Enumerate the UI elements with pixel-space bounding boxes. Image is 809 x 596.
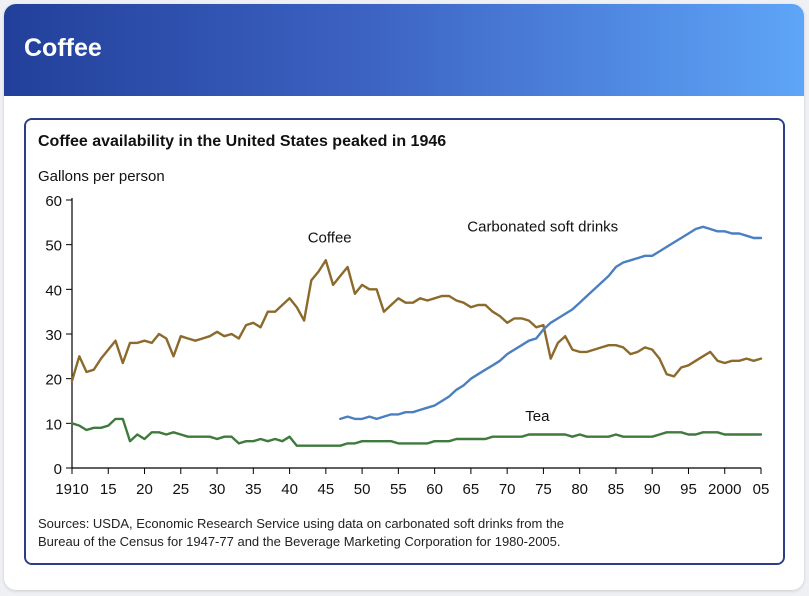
y-tick-label: 10	[45, 416, 62, 433]
chart-card: Coffee Coffee availability in the United…	[4, 4, 804, 590]
y-tick-label: 50	[45, 238, 62, 255]
x-tick-label: 40	[281, 481, 298, 498]
x-tick-label: 85	[608, 481, 625, 498]
y-tick-label: 30	[45, 327, 62, 344]
annotation-coffee: Coffee	[308, 229, 352, 246]
x-tick-label: 2000	[708, 481, 741, 498]
x-tick-label: 25	[172, 481, 189, 498]
x-tick-label: 55	[390, 481, 407, 498]
series-line-coffee	[70, 259, 763, 383]
y-axis-label: Gallons per person	[38, 168, 165, 185]
x-tick-label: 80	[571, 481, 588, 498]
series-line-carbonated-soft-drinks	[339, 225, 763, 421]
series-group	[70, 225, 763, 447]
y-tick-label: 40	[45, 282, 62, 299]
x-tick-label: 20	[136, 481, 153, 498]
x-tick-label: 95	[680, 481, 697, 498]
y-tick-label: 20	[45, 372, 62, 389]
x-tick-label: 65	[463, 481, 480, 498]
chart-title: Coffee availability in the United States…	[38, 133, 446, 150]
annotations: Coffee Carbonated soft drinks Tea	[308, 218, 618, 425]
card-title: Coffee	[24, 34, 102, 62]
annotation-tea: Tea	[525, 408, 550, 425]
annotation-carbonated-soft-drinks: Carbonated soft drinks	[467, 218, 618, 235]
source-line-1: Sources: USDA, Economic Research Service…	[38, 516, 564, 531]
series-line-tea	[70, 417, 763, 447]
x-tick-label: 15	[100, 481, 117, 498]
x-tick-label: 05	[753, 481, 770, 498]
x-tick-label: 50	[354, 481, 371, 498]
chart-frame: Coffee availability in the United States…	[24, 118, 785, 565]
x-tick-label: 45	[317, 481, 334, 498]
x-tick-label: 30	[209, 481, 226, 498]
x-tick-label: 75	[535, 481, 552, 498]
y-tick-label: 0	[54, 461, 62, 478]
axes: 0 10 20 30 40 50 60 1910 15 20 25 30 35 40 45 50 55 60 65 7…	[45, 193, 769, 498]
x-tick-label: 35	[245, 481, 262, 498]
line-chart: Coffee availability in the United States…	[26, 120, 783, 563]
x-tick-label: 90	[644, 481, 661, 498]
card-header: Coffee	[4, 4, 804, 96]
source-line-2: Bureau of the Census for 1947-77 and the…	[38, 534, 561, 549]
x-tick-label: 1910	[55, 481, 88, 498]
x-tick-label: 60	[426, 481, 443, 498]
y-tick-label: 60	[45, 193, 62, 210]
x-tick-label: 70	[499, 481, 516, 498]
